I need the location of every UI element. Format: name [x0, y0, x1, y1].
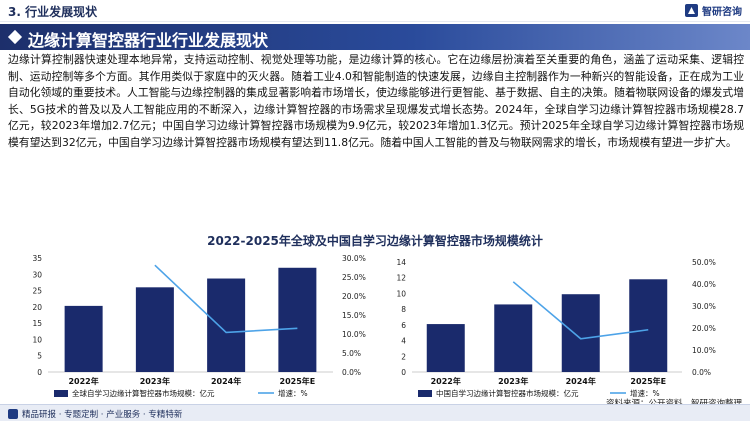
category-label: 2023年	[498, 376, 528, 386]
right-axis-tick: 0.0%	[342, 368, 361, 377]
footer-tagline: 精品研报 · 专题定制 · 产业服务 · 专精特新	[8, 408, 182, 420]
right-axis-tick: 50.0%	[692, 258, 716, 267]
china-market-chart: 0 2 4 6 8 10 12 14 0.0% 10.0% 20.0% 30.0% 40.0% 50.0%…	[396, 258, 715, 398]
bar	[494, 304, 533, 372]
right-axis-tick: 40.0%	[692, 280, 716, 289]
page-title: 边缘计算智控器行业行业发展现状	[28, 31, 269, 50]
bar	[207, 278, 246, 372]
legend-bar-swatch	[54, 390, 68, 397]
left-axis-tick: 15	[32, 319, 42, 328]
right-axis-tick: 0.0%	[692, 368, 711, 377]
left-axis-tick: 25	[32, 287, 42, 296]
category-label: 2024年	[566, 376, 596, 386]
legend-bar-swatch	[418, 390, 432, 397]
left-axis-tick: 20	[32, 303, 42, 312]
bar	[64, 305, 103, 372]
left-axis-tick: 4	[401, 337, 406, 346]
growth-line	[154, 264, 298, 334]
legend-bar-label: 中国自学习边缘计算智控器市场规模：亿元	[436, 388, 579, 398]
growth-line	[512, 281, 649, 340]
right-axis-tick: 10.0%	[692, 346, 716, 355]
left-axis-tick: 12	[396, 274, 406, 283]
left-axis-tick: 10	[32, 335, 42, 344]
left-axis-tick: 0	[401, 368, 406, 377]
right-axis-tick: 10.0%	[342, 330, 366, 339]
left-axis-tick: 8	[401, 305, 406, 314]
logo: 智研咨询	[685, 3, 742, 18]
category-label: 2025年E	[630, 376, 666, 386]
logo-icon	[685, 4, 698, 17]
left-axis-tick: 30	[32, 270, 42, 279]
footer-bar: 精品研报 · 专题定制 · 产业服务 · 专精特新	[0, 404, 750, 421]
category-label: 2022年	[68, 376, 98, 386]
bar	[278, 267, 317, 372]
left-axis-tick: 0	[37, 368, 42, 377]
category-label: 2022年	[431, 376, 461, 386]
left-axis-tick: 5	[37, 352, 42, 361]
left-axis-tick: 2	[401, 352, 406, 361]
body-paragraph: 边缘计算控制器快速处理本地异常，支持运动控制、视觉处理等功能，是边缘计算的核心。…	[8, 53, 744, 149]
legend-line-label: 增速：%	[278, 388, 308, 398]
left-axis-tick: 35	[32, 254, 42, 263]
brand-icon	[8, 409, 18, 419]
footer-tagline-text: 精品研报 · 专题定制 · 产业服务 · 专精特新	[22, 410, 183, 420]
bar	[135, 287, 174, 372]
right-axis-tick: 20.0%	[342, 292, 366, 301]
title-bar: 边缘计算智控器行业行业发展现状	[0, 24, 750, 50]
legend-line-label: 增速：%	[630, 388, 660, 398]
top-bar: 3. 行业发展现状 智研咨询	[0, 0, 750, 22]
right-axis-tick: 20.0%	[692, 324, 716, 333]
legend-bar-label: 全球自学习边缘计算智控器市场规模：亿元	[72, 388, 215, 398]
section-label: 3. 行业发展现状	[8, 5, 98, 19]
bar	[629, 279, 668, 372]
logo-text: 智研咨询	[702, 7, 742, 18]
right-axis-tick: 15.0%	[342, 311, 366, 320]
bar	[561, 294, 600, 372]
bar	[426, 324, 465, 372]
category-label: 2024年	[211, 376, 241, 386]
left-axis-tick: 14	[396, 258, 406, 267]
chart-title: 2022-2025年全球及中国自学习边缘计算智控器市场规模统计	[207, 234, 543, 248]
left-axis-tick: 6	[401, 321, 406, 330]
category-label: 2023年	[140, 376, 170, 386]
right-axis-tick: 25.0%	[342, 273, 366, 282]
left-axis-tick: 10	[396, 289, 406, 298]
right-axis-tick: 5.0%	[342, 349, 361, 358]
global-market-chart: 0 5 10 15 20 25 30 35 0.0% 5.0% 10.0% 15.0% 20.0% 25.…	[32, 254, 365, 398]
category-label: 2025年E	[280, 376, 316, 386]
right-axis-tick: 30.0%	[342, 254, 366, 263]
right-axis-tick: 30.0%	[692, 302, 716, 311]
